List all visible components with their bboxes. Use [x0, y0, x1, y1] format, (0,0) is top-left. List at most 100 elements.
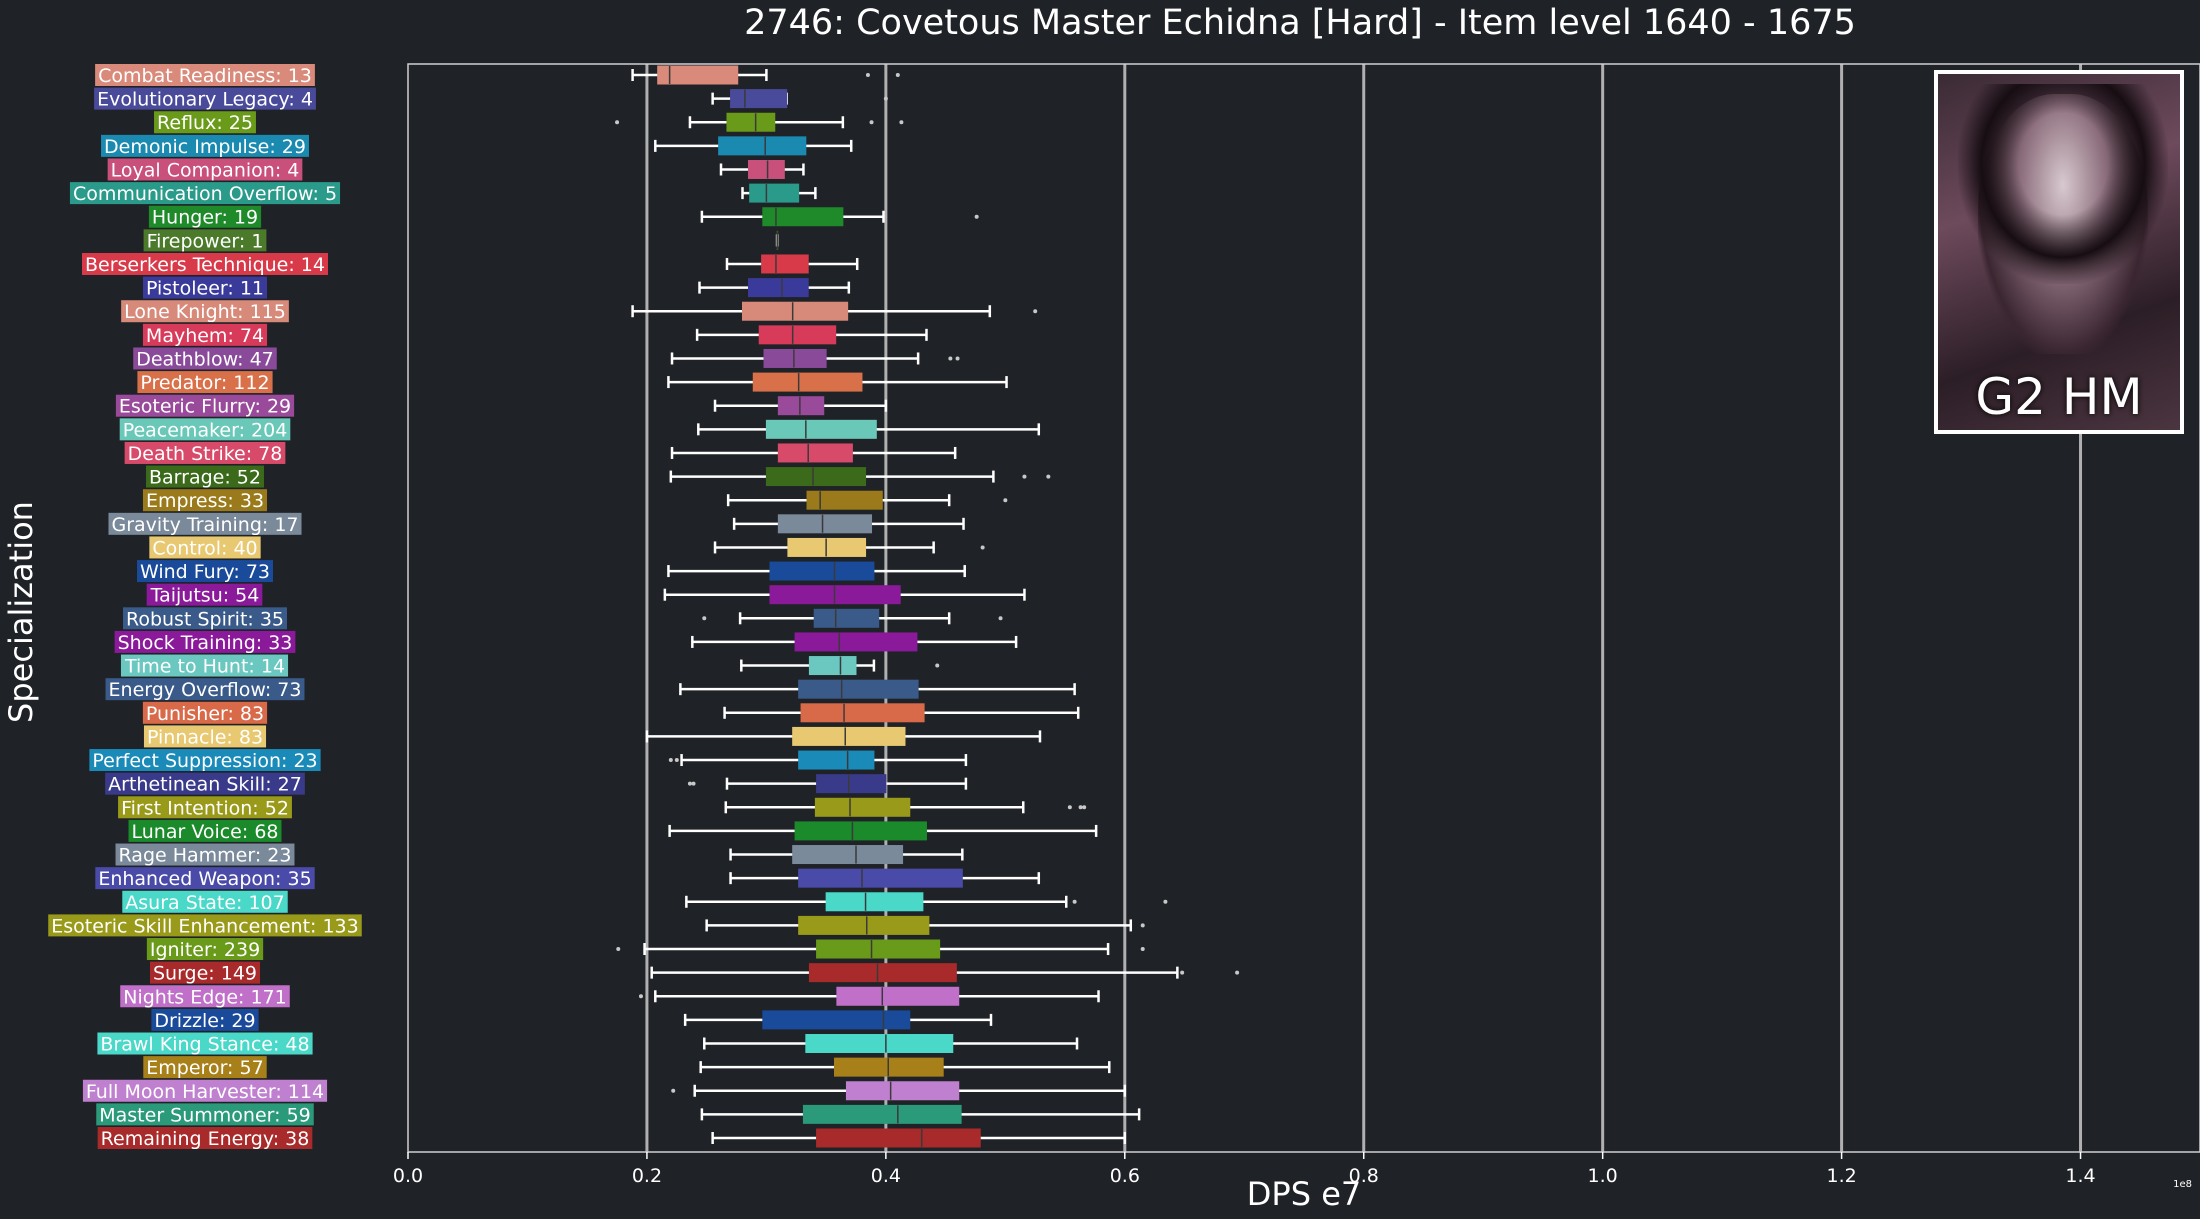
category-label-group: Demonic Impulse: 29 [101, 134, 309, 158]
outlier-point [668, 758, 673, 763]
category-label-background [115, 843, 295, 866]
category-label-group: Brawl King Stance: 48 [97, 1032, 313, 1056]
category-label: Lone Knight: 115 [124, 301, 286, 323]
category-label-background [69, 182, 341, 205]
category-label: First Intention: 52 [121, 797, 289, 819]
box-group [616, 939, 1145, 959]
category-label-background [142, 323, 268, 346]
box-iqr [816, 939, 941, 959]
box-iqr [763, 348, 827, 368]
category-label-group: Berserkers Technique: 14 [82, 252, 328, 276]
category-label-background [105, 678, 305, 701]
category-label: Robust Spirit: 35 [126, 608, 284, 630]
box-iqr [749, 183, 800, 203]
category-label-background [82, 252, 328, 275]
category-label-background [107, 158, 303, 181]
outlier-point [687, 781, 692, 786]
outlier-point [899, 120, 904, 125]
box-group [732, 514, 965, 534]
box-iqr [813, 608, 880, 628]
box-group [645, 726, 1042, 746]
box-group [711, 89, 888, 109]
category-label-background [97, 1032, 313, 1055]
category-label-background [136, 560, 274, 583]
box-group [697, 419, 1041, 439]
outlier-point [980, 545, 985, 550]
category-label: Esoteric Skill Enhancement: 133 [51, 915, 359, 937]
box-group [705, 915, 1145, 935]
box-iqr [825, 892, 924, 912]
category-label-background [108, 512, 302, 535]
category-label-background [151, 1008, 259, 1031]
box-group [726, 490, 1008, 510]
box-iqr [718, 136, 807, 156]
box-group [654, 136, 853, 156]
box-iqr [765, 419, 877, 439]
category-label-background [48, 914, 362, 937]
box-group [691, 632, 1018, 652]
category-label-group: Peacemaker: 204 [119, 418, 291, 441]
category-label: Arthetinean Skill: 27 [108, 774, 302, 796]
box-group [713, 537, 985, 557]
box-iqr [794, 821, 927, 841]
category-label-background [105, 772, 305, 795]
outlier-point [1140, 923, 1145, 928]
box-group [669, 467, 1051, 487]
box-group [729, 868, 1041, 888]
boss-portrait: G2 HM [1934, 70, 2184, 434]
category-label: Barrage: 52 [149, 467, 261, 489]
box-iqr [805, 1034, 954, 1054]
box-group [638, 986, 1100, 1006]
category-label-background [96, 1103, 314, 1126]
box-group [700, 207, 979, 227]
category-label-background [120, 654, 289, 677]
category-label: Enhanced Weapon: 35 [98, 868, 311, 890]
category-label-group: Gravity Training: 17 [108, 512, 302, 536]
box-iqr [814, 797, 911, 817]
category-label-group: Esoteric Skill Enhancement: 133 [48, 914, 362, 937]
category-label-group: Wind Fury: 73 [136, 560, 274, 583]
outlier-point [1235, 970, 1240, 975]
category-label-group: First Intention: 52 [118, 796, 292, 819]
box-group [775, 230, 779, 250]
category-label: Gravity Training: 17 [111, 514, 298, 536]
category-label-background [149, 536, 261, 559]
box-group [740, 656, 940, 676]
box-series [615, 65, 1240, 1148]
category-label: Loyal Companion: 4 [111, 159, 300, 181]
category-label-background [142, 701, 268, 724]
category-label: Esoteric Flurry: 29 [119, 396, 291, 418]
x-axis-offset-label: 1e8 [2173, 1179, 2192, 1190]
box-iqr [792, 726, 906, 746]
category-label: Control: 40 [152, 537, 257, 559]
box-iqr [777, 396, 825, 416]
category-label-group: Arthetinean Skill: 27 [105, 772, 305, 796]
category-label-background [101, 134, 309, 157]
box-group [670, 443, 957, 463]
category-label-background [120, 985, 290, 1008]
box-group [679, 679, 1076, 699]
category-label-background [154, 111, 256, 134]
x-tick-label: 1.4 [2065, 1165, 2095, 1187]
outlier-point [1022, 474, 1027, 479]
outlier-point [865, 73, 870, 77]
box-iqr [765, 467, 867, 487]
box-group [631, 65, 900, 85]
box-group [668, 750, 968, 770]
box-group [723, 703, 1080, 723]
x-tick-label: 0.2 [632, 1165, 662, 1187]
box-group [703, 1034, 1079, 1054]
category-label: Death Strike: 78 [128, 443, 283, 465]
box-group [663, 585, 1026, 605]
category-label: Predator: 112 [140, 372, 269, 394]
x-axis-ticks: 0.0 0.2 0.4 0.6 0.8 1.0 1.2 1.4 [393, 1152, 2096, 1187]
box-group [729, 845, 964, 865]
category-label-background [114, 630, 296, 653]
box-iqr [836, 986, 960, 1006]
category-label-group: Robust Spirit: 35 [122, 607, 288, 630]
category-label-group: Master Summoner: 59 [96, 1103, 314, 1126]
category-label-group: Empress: 33 [142, 489, 268, 512]
box-group [713, 396, 888, 416]
category-label-background [149, 961, 261, 984]
outlier-point [1163, 899, 1168, 904]
